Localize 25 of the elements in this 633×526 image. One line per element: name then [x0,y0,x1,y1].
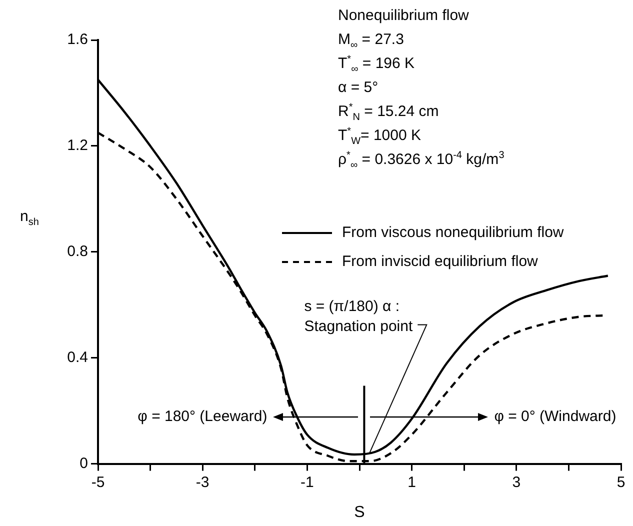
annotation: α = 5° [338,78,378,98]
legend-label: From inviscid equilibrium flow [342,253,538,270]
y-tick-label: 1.2 [67,137,88,154]
x-tick-label: 5 [616,474,626,491]
y-tick-label: 0.8 [67,243,88,260]
annotation: φ = 0° (Windward) [494,406,616,427]
annotation: T$^{*}$$_{∞}$ = 196 K [338,53,415,76]
x-tick-label: -1 [300,474,314,491]
text: Nonequilibrium flow [338,6,469,26]
annotation: M$_{∞}$ = 27.3 [338,30,404,52]
ref-line-label: s = (π/180) α : Stagnation point [304,298,414,335]
annotation: ρ$^{*}$$_{∞}$ = 0.3626 x 10$^{-4}$ kg/m$^{3}$ [338,149,504,172]
annotation: φ = 180° (Leeward) [138,406,268,427]
x-tick-label: 3 [512,474,521,491]
x-tick-label: -3 [196,474,210,491]
y-tick-label: 0 [80,454,88,472]
x-tick-label: 1 [408,474,416,491]
x-axis-title: S [354,504,365,521]
annotation: T$^{*}$$_{W}$= 1000 K [338,125,421,148]
y-tick-label: 1.6 [67,31,88,48]
annotation: R$^{*}$$_{N}$ = 15.24 cm [338,101,439,124]
legend-label: From viscous nonequilibrium flow [342,224,564,241]
y-tick-label: 0.4 [67,348,88,366]
y-axis-title: n$_{sh}$ [20,207,39,229]
x-tick-label: -5 [91,474,105,491]
